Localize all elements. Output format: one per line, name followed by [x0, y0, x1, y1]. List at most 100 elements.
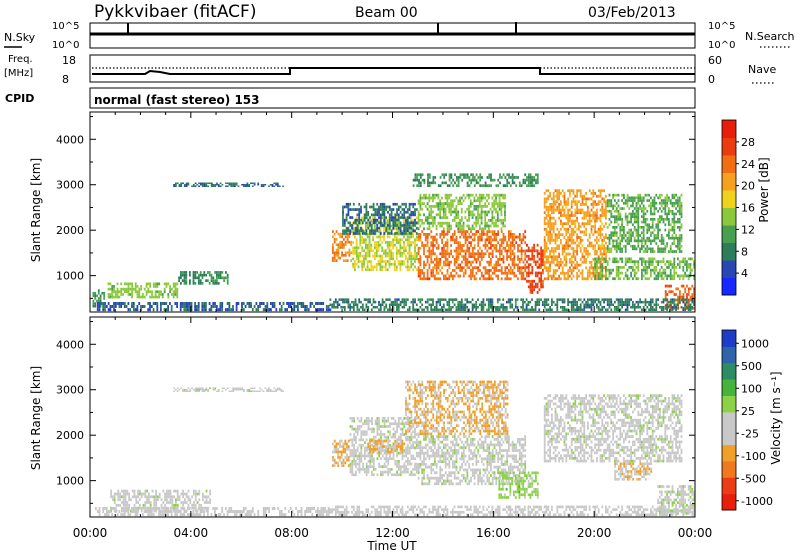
heatmap-cell	[156, 285, 159, 288]
heatmap-cell	[560, 238, 562, 242]
heatmap-cell	[466, 300, 469, 304]
heatmap-cell	[517, 258, 519, 261]
heatmap-cell	[554, 269, 557, 272]
heatmap-cell	[574, 214, 577, 217]
heatmap-cell	[561, 247, 564, 250]
heatmap-cell	[509, 258, 512, 261]
heatmap-cell	[514, 300, 517, 304]
heatmap-cell	[221, 184, 224, 186]
heatmap-cell	[572, 247, 575, 250]
heatmap-cell	[617, 212, 620, 216]
heatmap-cell	[507, 300, 510, 304]
heatmap-cell	[682, 260, 685, 264]
heatmap-cell	[660, 308, 663, 311]
heatmap-cell	[142, 295, 144, 299]
heatmap-cell	[549, 249, 551, 253]
heatmap-cell	[352, 224, 354, 228]
heatmap-cell	[651, 220, 654, 224]
heatmap-cell	[446, 300, 449, 304]
heatmap-cell	[468, 300, 470, 304]
heatmap-cell	[432, 210, 434, 214]
heatmap-cell	[343, 221, 346, 225]
heatmap-cell	[504, 193, 506, 197]
heatmap-cell	[533, 246, 535, 250]
heatmap-cell	[410, 219, 413, 222]
heatmap-cell	[462, 306, 465, 309]
heatmap-cell	[450, 252, 452, 256]
heatmap-cell	[556, 208, 559, 212]
heatmap-cell	[435, 246, 438, 250]
heatmap-cell	[597, 216, 600, 220]
heatmap-cell	[655, 300, 658, 304]
heatmap-cell	[489, 300, 492, 304]
heatmap-cell	[230, 182, 233, 184]
heatmap-cell	[606, 250, 609, 253]
heatmap-cell	[160, 302, 162, 305]
heatmap-cell	[346, 238, 349, 241]
heatmap-cell	[650, 204, 652, 208]
heatmap-cell	[361, 238, 364, 242]
heatmap-cell	[363, 205, 366, 209]
heatmap-cell	[583, 211, 586, 215]
heatmap-cell	[677, 199, 679, 202]
heatmap-cell	[686, 295, 688, 299]
heatmap-cell	[572, 308, 575, 311]
heatmap-cell	[599, 247, 602, 250]
heatmap-cell	[210, 308, 213, 312]
heatmap-cell	[567, 203, 569, 206]
heatmap-cell	[570, 258, 573, 261]
heatmap-cell	[646, 199, 649, 202]
heatmap-cell	[601, 274, 604, 278]
heatmap-cell	[488, 277, 490, 281]
heatmap-cell	[592, 266, 595, 270]
heatmap-cell	[396, 210, 398, 214]
heatmap-cell	[626, 308, 629, 311]
heatmap-cell	[498, 306, 501, 309]
heatmap-cell	[187, 182, 190, 184]
heatmap-cell	[552, 271, 555, 275]
heatmap-cell	[464, 260, 467, 264]
heatmap-cell	[423, 213, 425, 217]
heatmap-cell	[437, 213, 440, 217]
heatmap-cell	[594, 244, 596, 248]
heatmap-cell	[617, 199, 620, 202]
heatmap-cell	[673, 263, 676, 266]
heatmap-cell	[388, 232, 391, 235]
heatmap-cell	[444, 258, 447, 261]
heatmap-cell	[543, 252, 546, 256]
heatmap-cell	[388, 224, 391, 227]
heatmap-cell	[446, 196, 449, 200]
heatmap-cell	[651, 308, 654, 311]
heatmap-cell	[565, 241, 568, 245]
heatmap-cell	[644, 247, 647, 251]
heatmap-cell	[606, 260, 609, 264]
heatmap-cell	[189, 273, 191, 277]
heatmap-cell	[408, 308, 411, 311]
heatmap-cell	[386, 268, 389, 272]
heatmap-cell	[617, 247, 620, 251]
heatmap-cell	[192, 276, 195, 280]
heatmap-cell	[459, 230, 462, 233]
heatmap-cell	[381, 246, 384, 250]
heatmap-cell	[513, 238, 516, 242]
heatmap-cell	[623, 234, 625, 237]
heatmap-cell	[414, 300, 416, 304]
heatmap-cell	[574, 200, 577, 204]
colorbar-swatch	[722, 172, 736, 191]
heatmap-cell	[579, 247, 582, 250]
heatmap-cell	[675, 193, 677, 197]
heatmap-cell	[484, 205, 487, 208]
heatmap-cell	[626, 306, 629, 309]
heatmap-cell	[597, 306, 600, 309]
heatmap-cell	[479, 235, 481, 239]
heatmap-cell	[212, 276, 215, 280]
heatmap-cell	[581, 274, 584, 278]
heatmap-cell	[641, 260, 643, 264]
heatmap-cell	[423, 227, 425, 231]
heatmap-cell	[392, 224, 395, 227]
heatmap-cell	[487, 308, 490, 311]
heatmap-cell	[605, 274, 607, 278]
heatmap-cell	[348, 235, 351, 239]
heatmap-cell	[343, 218, 346, 222]
heatmap-cell	[441, 246, 443, 250]
